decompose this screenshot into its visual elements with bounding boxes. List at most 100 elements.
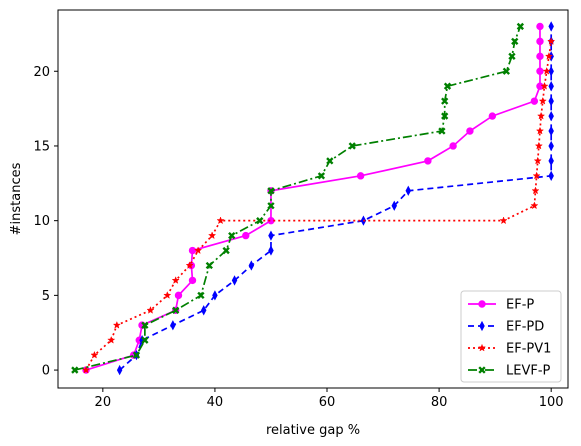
- data-point: [531, 186, 540, 195]
- data-point: [170, 320, 176, 331]
- data-point: [391, 200, 398, 211]
- data-point: [548, 21, 554, 32]
- data-point: [438, 127, 446, 135]
- data-point: [317, 172, 326, 180]
- legend-swatch-marker: [477, 343, 487, 352]
- data-point: [538, 96, 547, 105]
- data-point: [200, 305, 207, 316]
- data-point: [268, 245, 274, 256]
- data-point: [107, 335, 116, 344]
- data-point: [90, 350, 99, 359]
- data-point: [424, 157, 432, 165]
- y-tick-label: 15: [33, 139, 50, 154]
- legend-label: EF-PD: [506, 320, 544, 335]
- data-point: [502, 67, 511, 75]
- data-point: [533, 156, 542, 165]
- legend-swatch-marker: [478, 366, 486, 374]
- y-tick-label: 5: [42, 289, 50, 304]
- data-point: [466, 127, 474, 135]
- data-point: [212, 290, 218, 301]
- data-point: [548, 81, 554, 92]
- data-point: [174, 291, 183, 300]
- x-tick-label: 80: [431, 395, 448, 410]
- data-point: [499, 216, 508, 225]
- data-point: [116, 364, 123, 376]
- y-tick-label: 0: [42, 364, 50, 379]
- data-point: [540, 81, 549, 90]
- y-axis-ticks: 0 5 10 15 20: [33, 65, 58, 379]
- data-point: [194, 246, 203, 255]
- data-point: [197, 291, 205, 300]
- y-tick-label: 10: [33, 214, 50, 229]
- legend-label: EF-P: [506, 298, 534, 313]
- data-point: [530, 201, 539, 210]
- data-point: [548, 66, 554, 77]
- data-point: [146, 305, 155, 314]
- series-line: [119, 26, 553, 371]
- data-point: [248, 260, 255, 271]
- data-point: [488, 112, 497, 120]
- data-point: [141, 321, 149, 329]
- data-point: [267, 187, 275, 195]
- legend-swatch-marker: [478, 300, 486, 308]
- data-point: [536, 67, 544, 75]
- data-point: [222, 246, 230, 255]
- data-point: [188, 246, 197, 255]
- data-point: [536, 22, 544, 31]
- data-point: [511, 37, 519, 46]
- data-point: [536, 37, 544, 46]
- x-axis-ticks: 20 40 60 80 100: [95, 388, 564, 410]
- data-point: [171, 276, 180, 284]
- data-point: [256, 217, 264, 225]
- data-point: [172, 306, 180, 314]
- series-ef-pd: [116, 21, 554, 376]
- data-point: [231, 275, 238, 286]
- data-point: [348, 142, 356, 150]
- x-tick-label: 20: [95, 395, 112, 410]
- y-axis-label: #instances: [9, 162, 24, 235]
- data-point: [441, 112, 449, 120]
- series-layer: [71, 21, 556, 376]
- series-ef-pv1: [81, 37, 556, 374]
- series-levf-p: [71, 22, 525, 374]
- legend-label: EF-PV1: [506, 342, 551, 357]
- data-point: [530, 97, 539, 105]
- x-tick-label: 40: [207, 395, 224, 410]
- data-point: [532, 171, 541, 180]
- data-point: [441, 97, 449, 105]
- data-point: [356, 172, 365, 180]
- data-point: [163, 291, 172, 299]
- data-point: [449, 142, 457, 150]
- data-point: [443, 82, 452, 90]
- data-point: [534, 141, 543, 150]
- x-axis-label: relative gap %: [266, 423, 360, 438]
- data-point: [242, 231, 250, 240]
- x-tick-label: 60: [319, 395, 336, 410]
- data-point: [185, 261, 194, 269]
- legend: EF-P EF-PD EF-PV1 LEVF-P: [460, 290, 562, 383]
- data-point: [228, 231, 236, 240]
- data-point: [536, 52, 544, 61]
- legend-box: [460, 290, 562, 383]
- data-point: [267, 202, 275, 210]
- data-point: [208, 231, 217, 240]
- y-tick-label: 20: [33, 65, 50, 80]
- data-point: [542, 66, 551, 75]
- legend-swatch-marker: [479, 320, 485, 332]
- data-point: [112, 320, 121, 329]
- data-point: [205, 261, 213, 270]
- data-point: [544, 52, 554, 60]
- data-point: [81, 365, 91, 374]
- data-point: [516, 22, 525, 31]
- data-point: [536, 111, 546, 120]
- data-point: [548, 140, 554, 152]
- data-point: [405, 185, 412, 196]
- data-point: [548, 96, 554, 107]
- data-point: [132, 351, 141, 359]
- data-point: [188, 276, 197, 285]
- data-point: [548, 110, 554, 122]
- data-point: [268, 230, 274, 241]
- data-point: [548, 170, 554, 181]
- data-point: [508, 52, 516, 60]
